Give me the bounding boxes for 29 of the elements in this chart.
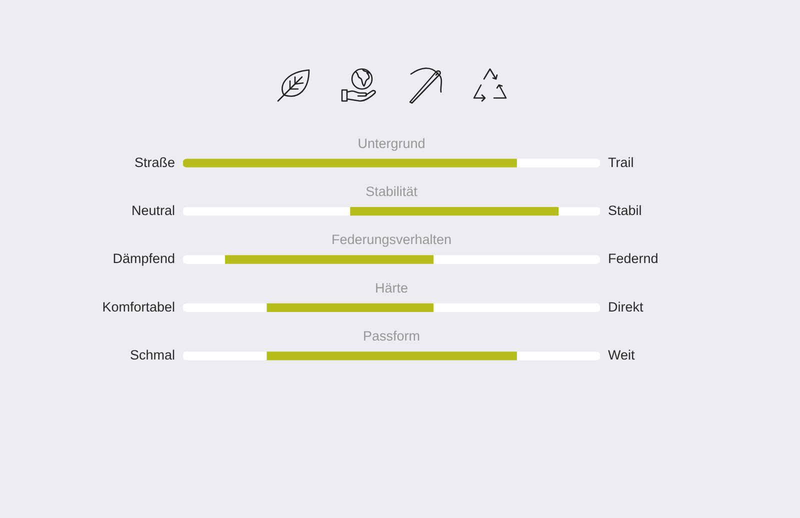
text: Komfortabel: [102, 299, 175, 314]
text: Direkt: [608, 299, 644, 314]
y-tick-label: Stabilität: [366, 184, 418, 200]
text: Schmal: [130, 348, 175, 363]
y-tick-label: Federungsverhalten: [331, 232, 452, 248]
bar: [183, 158, 517, 168]
bar: [183, 303, 267, 312]
y-tick-label: Untergrund: [358, 136, 426, 151]
bar: [349, 206, 559, 216]
bar: [432, 303, 600, 312]
bar: [183, 206, 350, 216]
bar: [224, 255, 434, 264]
bar: [432, 255, 600, 264]
text: Dämpfend: [112, 251, 175, 266]
y-tick-label: Passform: [362, 328, 420, 344]
bar: [183, 255, 226, 264]
bar: [266, 352, 517, 360]
y-tick-label: Härte: [374, 280, 408, 296]
bar: [558, 206, 600, 216]
text: Trail: [608, 154, 634, 170]
bar: [183, 352, 267, 360]
bar: [516, 158, 600, 168]
bar: [266, 303, 434, 312]
text: Straße: [134, 154, 175, 170]
text: Weit: [608, 348, 636, 363]
bar: [516, 352, 600, 360]
text: Neutral: [131, 203, 175, 218]
text: Federnd: [608, 251, 658, 266]
text: Stabil: [608, 203, 642, 218]
